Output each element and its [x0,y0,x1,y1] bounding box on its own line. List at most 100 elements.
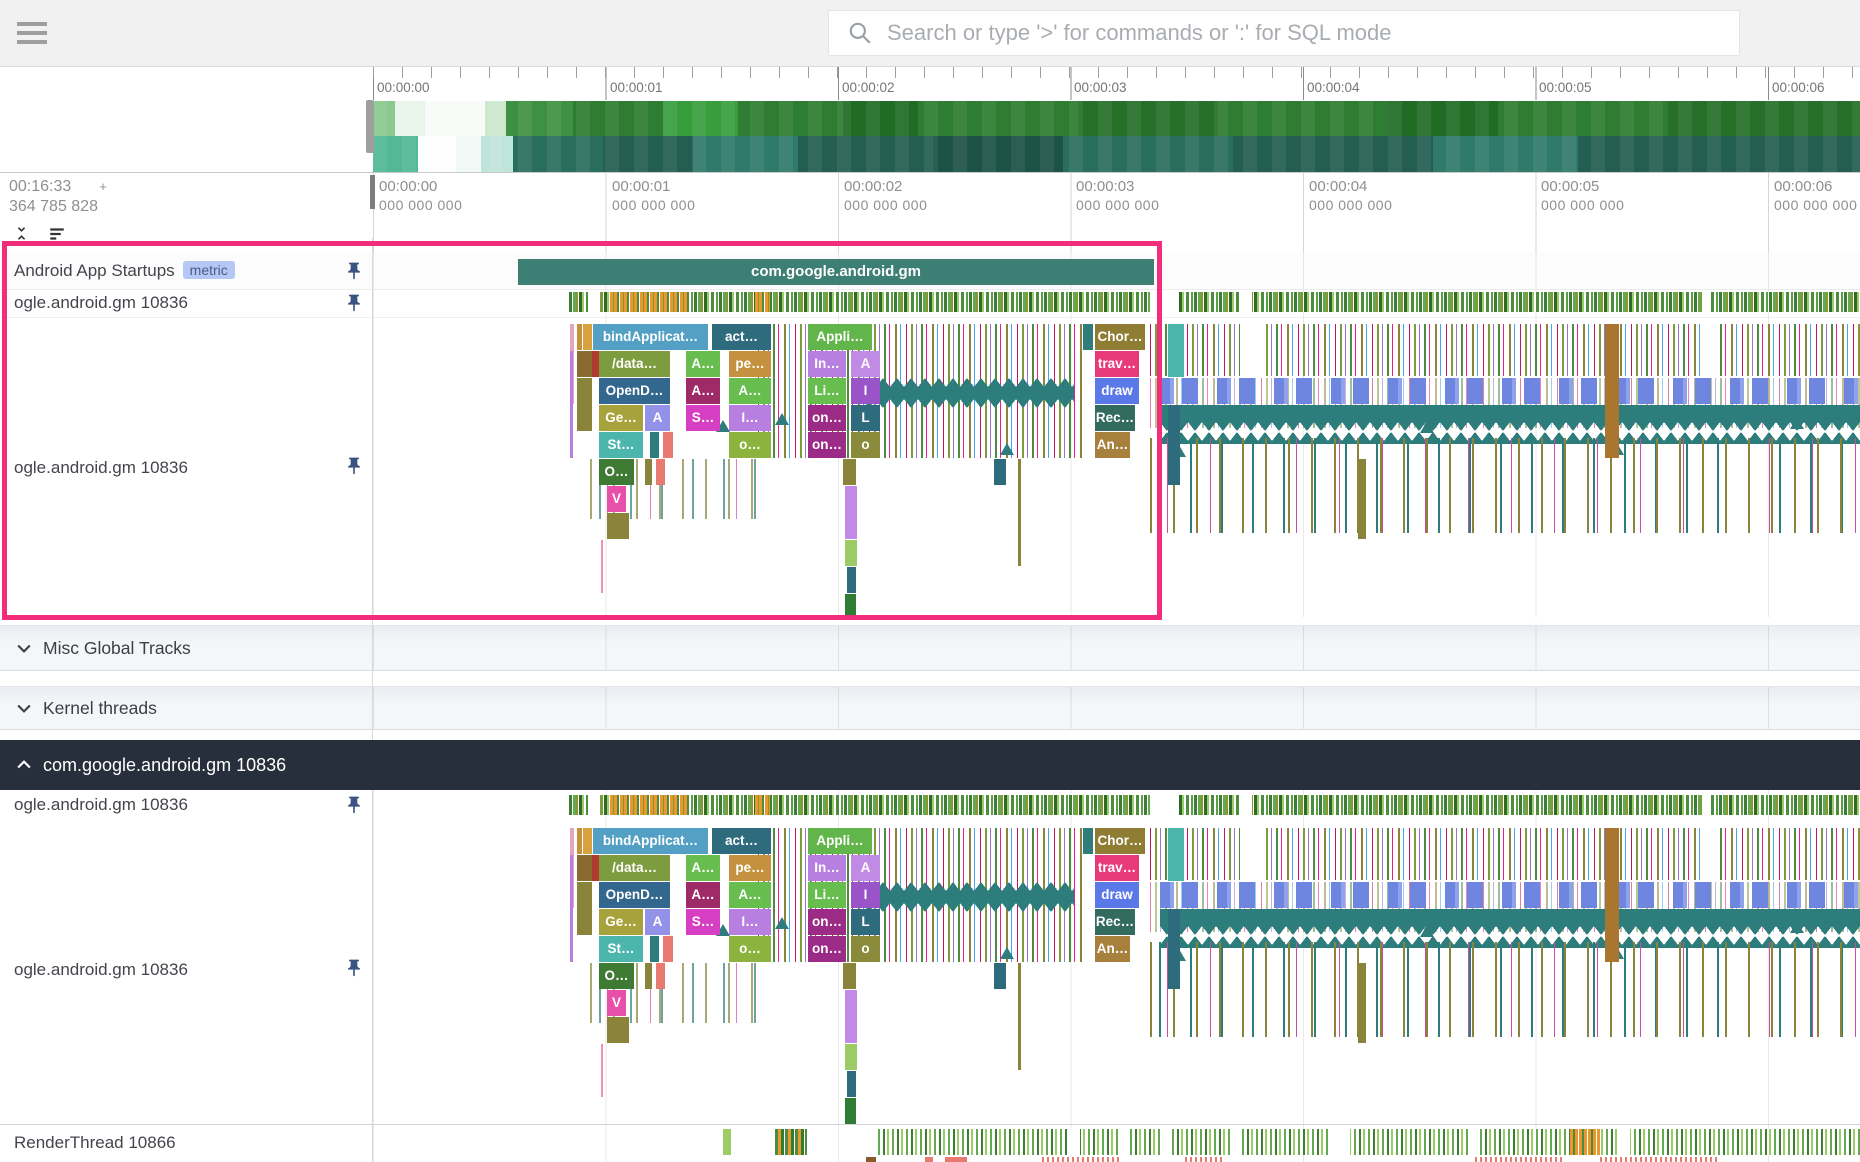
trace-slice-fragment[interactable] [1168,909,1180,989]
trace-slice-fragment[interactable] [1168,405,1180,485]
trace-slice[interactable]: Ge… [599,909,643,935]
trace-slice[interactable]: trav… [1095,351,1139,377]
trace-slice[interactable]: Li… [808,378,846,404]
trace-slice[interactable]: o… [729,432,771,458]
trace-slice[interactable]: on… [808,909,846,935]
collapse-all-icon[interactable] [12,224,31,243]
app-startup-slice[interactable]: com.google.android.gm [518,259,1154,285]
trace-slice[interactable]: A… [686,351,720,377]
trace-slice[interactable]: St… [599,936,643,962]
trace-slice[interactable]: V [607,486,626,512]
trace-slice-fragment[interactable] [583,324,592,350]
trace-slice[interactable]: L [851,405,880,431]
track-row-flame-pinned[interactable]: ogle.android.gm 10836 [0,318,1860,617]
trace-slice[interactable]: draw [1095,882,1139,908]
hamburger-menu-icon[interactable] [17,22,47,44]
trace-slice-fragment[interactable] [607,513,629,539]
trace-slice[interactable]: act… [712,828,771,854]
track-row-thread-state-pinned[interactable]: ogle.android.gm 10836 [0,290,1860,318]
trace-slice[interactable]: L [851,909,880,935]
flame-graph-process[interactable]: bindApplicat… act…/data… A… pe… OpenD… A… A… Ge… [0,822,1860,1124]
trace-slice-fragment[interactable] [843,963,856,989]
trace-slice-fragment[interactable] [845,1098,856,1124]
trace-slice[interactable]: An… [1095,432,1130,458]
trace-slice[interactable]: draw [1095,378,1139,404]
trace-slice[interactable]: A… [686,855,720,881]
trace-slice[interactable]: A… [686,378,720,404]
search-input[interactable] [887,20,1739,46]
trace-slice-fragment[interactable] [1168,828,1184,881]
trace-slice[interactable]: o [851,936,880,962]
trace-slice[interactable]: Rec… [1095,405,1135,431]
group-misc-global-tracks[interactable]: Misc Global Tracks [0,625,1860,671]
trace-slice-fragment[interactable] [592,351,599,377]
trace-slice[interactable]: /data… [599,855,670,881]
trace-slice-fragment[interactable] [843,459,856,485]
trace-slice[interactable]: V [607,990,626,1016]
trace-slice-fragment[interactable] [607,1017,629,1043]
trace-slice-fragment[interactable] [601,540,603,593]
trace-slice[interactable]: OpenD… [599,882,670,908]
trace-slice-fragment[interactable] [1083,324,1093,350]
trace-slice-fragment[interactable] [845,540,857,566]
track-row-thread-state-process[interactable]: ogle.android.gm 10836 [0,790,1860,822]
trace-slice[interactable]: In… [808,351,846,377]
trace-slice[interactable]: I [851,378,880,404]
overview-heatmap-process[interactable] [373,136,1860,172]
trace-slice[interactable]: I… [729,909,771,935]
trace-slice-fragment[interactable] [1605,828,1619,962]
trace-slice[interactable]: S… [686,405,720,431]
pin-icon[interactable] [344,958,364,978]
trace-slice-fragment[interactable] [577,324,582,350]
search-box[interactable] [828,10,1740,56]
track-panel-divider[interactable] [372,238,373,1162]
trace-slice[interactable]: I [851,882,880,908]
trace-slice[interactable]: on… [808,936,846,962]
trace-slice-fragment[interactable] [663,432,673,458]
trace-slice[interactable]: on… [808,432,846,458]
trace-slice-fragment[interactable] [577,855,592,881]
trace-slice-fragment[interactable] [645,963,652,989]
trace-slice[interactable]: A [851,855,880,881]
trace-slice-fragment[interactable] [650,432,659,458]
pin-icon[interactable] [344,456,364,476]
trace-slice[interactable]: Rec… [1095,909,1135,935]
trace-slice[interactable]: A… [729,882,771,908]
trace-slice[interactable]: S… [686,909,720,935]
trace-slice-fragment[interactable] [570,351,573,458]
trace-slice[interactable]: OpenD… [599,378,670,404]
trace-slice[interactable]: A [645,909,670,935]
trace-slice-fragment[interactable] [845,594,856,617]
trace-slice[interactable]: A [851,351,880,377]
trace-slice[interactable]: /data… [599,351,670,377]
timeline-overview[interactable]: 00:00:00 00:00:01 00:00:02 00:00:03 00:0… [0,67,1860,172]
trace-slice-fragment[interactable] [592,855,599,881]
trace-slice-fragment[interactable] [1605,324,1619,458]
trace-slice[interactable]: act… [712,324,771,350]
trace-slice[interactable]: o [851,432,880,458]
trace-slice[interactable]: An… [1095,936,1130,962]
trace-slice[interactable]: Ge… [599,405,643,431]
group-kernel-threads[interactable]: Kernel threads [0,686,1860,730]
chevron-down-icon[interactable] [14,638,34,658]
ruler-drag-handle[interactable] [370,175,375,209]
trace-slice[interactable]: pe… [729,351,771,377]
trace-slice[interactable]: o… [729,936,771,962]
trace-slice-fragment[interactable] [1018,459,1021,566]
trace-slice-fragment[interactable] [994,963,1006,989]
trace-slice-fragment[interactable] [1358,963,1366,1043]
trace-slice[interactable]: A… [686,882,720,908]
trace-slice-fragment[interactable] [845,990,857,1043]
renderthread-slice[interactable] [1570,1129,1600,1155]
time-ruler[interactable]: 00:16:33 + 364 785 828 00:00:00 000 000 00… [0,172,1860,252]
trace-slice[interactable]: In… [808,855,846,881]
trace-slice[interactable]: O… [599,963,634,989]
pin-icon[interactable] [344,293,364,313]
trace-slice-fragment[interactable] [847,567,856,593]
trace-slice[interactable]: pe… [729,855,771,881]
track-row-flame-process[interactable]: ogle.android.gm 10836 [0,822,1860,1124]
trace-slice[interactable]: Appli… [808,324,872,350]
overview-drag-handle[interactable] [366,100,374,153]
trace-slice-fragment[interactable] [583,828,592,854]
trace-slice[interactable]: Chor… [1095,828,1145,854]
